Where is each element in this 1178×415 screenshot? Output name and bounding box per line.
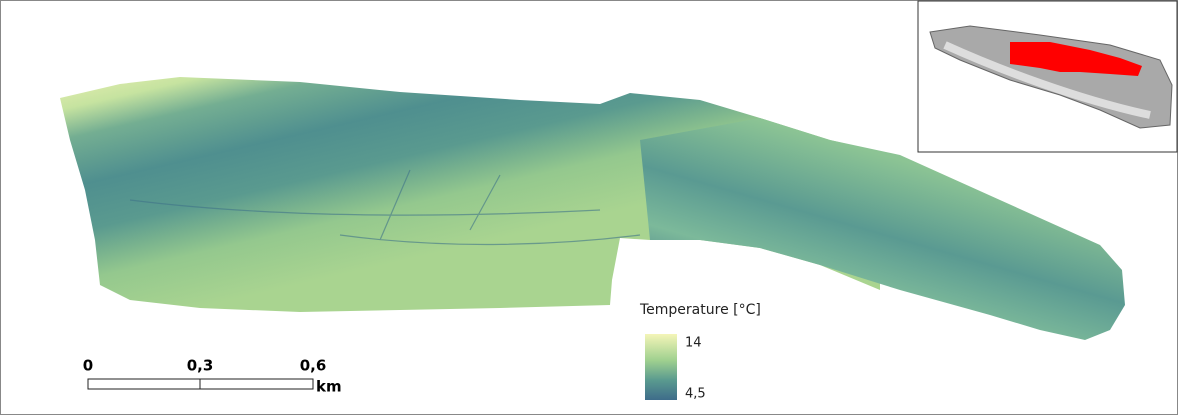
scale-label: 0 (83, 357, 93, 375)
legend-ramp (645, 334, 677, 400)
scale-label: 0,6 (300, 357, 327, 375)
scale-unit: km (316, 378, 342, 396)
scale-label: 0,3 (187, 357, 214, 375)
map-figure: Temperature [°C] 14 4,5 0 0,3 0,6 km (0, 0, 1178, 415)
legend-min: 4,5 (685, 387, 706, 402)
legend-max: 14 (685, 336, 702, 351)
legend-title: Temperature [°C] (639, 302, 761, 318)
